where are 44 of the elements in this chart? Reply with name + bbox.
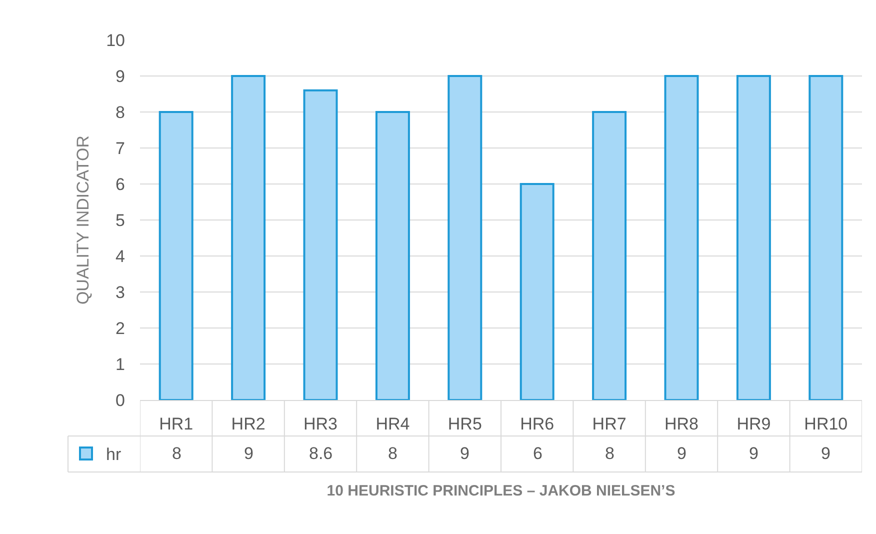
bar — [592, 111, 627, 400]
bar — [375, 111, 410, 400]
x-tick-label: HR5 — [448, 414, 482, 434]
bar — [520, 183, 554, 400]
bar — [303, 89, 338, 400]
x-tick-label: HR1 — [159, 414, 194, 434]
y-tick-label: 7 — [116, 138, 125, 158]
data-label: 8.6 — [309, 444, 333, 463]
y-tick-label: 2 — [116, 318, 125, 338]
y-tick-label: 6 — [116, 174, 125, 194]
bar — [736, 75, 771, 400]
y-tick-label: 10 — [106, 30, 125, 50]
x-tick-label: HR7 — [592, 414, 626, 434]
bar — [448, 75, 482, 400]
bar — [664, 75, 699, 400]
data-label: 9 — [460, 444, 470, 463]
bar — [231, 75, 266, 400]
y-tick-label: 5 — [116, 210, 125, 230]
y-tick-label: 0 — [116, 390, 125, 410]
data-label: 9 — [749, 444, 758, 463]
data-label: 9 — [677, 444, 686, 463]
legend-label: hr — [106, 445, 122, 464]
x-tick-label: HR2 — [231, 414, 266, 434]
x-tick-label: HR10 — [804, 414, 848, 434]
bar — [158, 111, 194, 400]
x-tick-label: HR3 — [303, 414, 338, 434]
x-tick-label: HR4 — [376, 414, 410, 434]
data-label: 9 — [821, 444, 830, 463]
data-label: 6 — [533, 444, 542, 463]
data-label: 8 — [388, 444, 398, 463]
y-tick-label: 4 — [116, 246, 125, 266]
y-tick-label: 1 — [116, 354, 125, 374]
y-axis-title: QUALITY INDICATOR — [74, 135, 93, 305]
x-tick-label: HR9 — [736, 414, 771, 434]
data-label: 8 — [605, 444, 614, 463]
y-tick-label: 3 — [116, 282, 125, 302]
x-tick-label: HR8 — [664, 414, 699, 434]
x-axis-title: 10 HEURISTIC PRINCIPLES – JAKOB NIELSEN’S — [326, 482, 676, 500]
x-tick-label: HR6 — [520, 414, 554, 434]
y-tick-label: 9 — [116, 66, 125, 86]
y-tick-label: 8 — [116, 102, 125, 122]
data-label: 9 — [244, 444, 254, 463]
bar — [808, 75, 844, 400]
data-label: 8 — [172, 444, 182, 463]
